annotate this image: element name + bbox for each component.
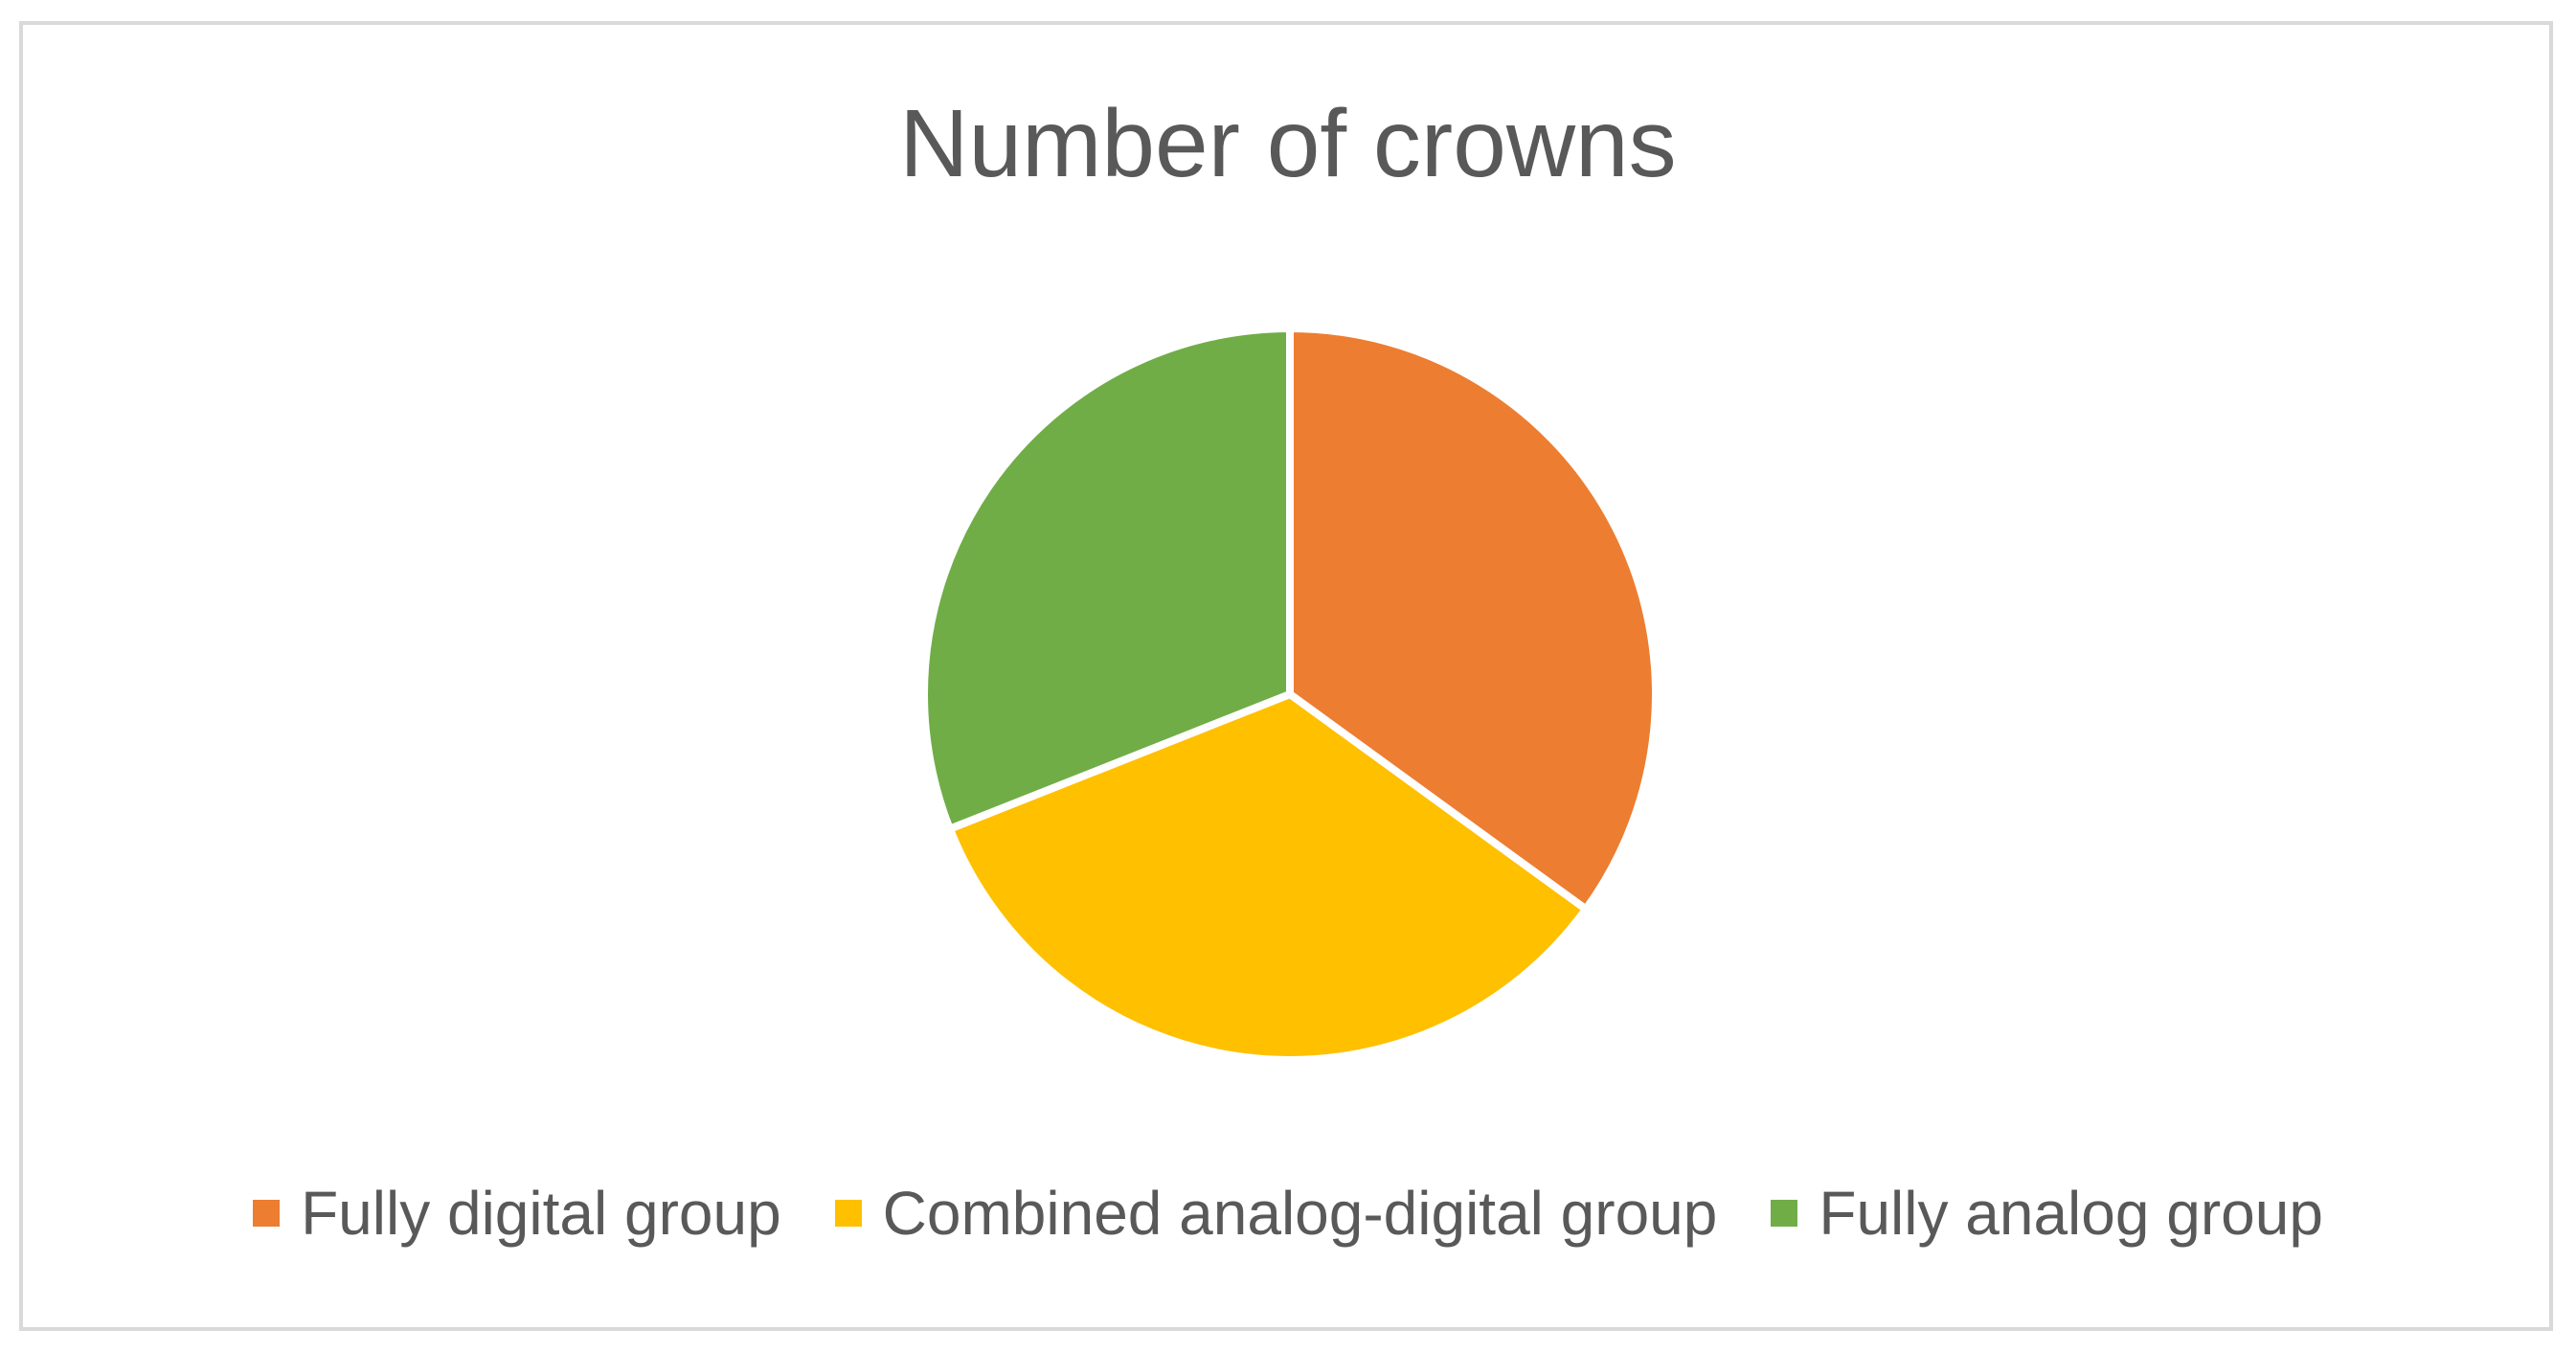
legend-label: Fully digital group xyxy=(301,1179,781,1248)
legend-item-combined-analog-digital-group: Combined analog-digital group xyxy=(834,1179,1718,1248)
legend-label: Combined analog-digital group xyxy=(882,1179,1718,1248)
legend-item-fully-digital-group: Fully digital group xyxy=(253,1183,781,1244)
legend-swatch xyxy=(253,1200,281,1227)
legend-item-fully-analog-group: Fully analog group xyxy=(1771,1183,2323,1244)
legend-swatch xyxy=(1771,1200,1798,1227)
pie-slice-combined-analog-digital-group xyxy=(945,690,1591,1064)
pie-slice-fully-analog-group xyxy=(920,325,1294,833)
legend-swatch xyxy=(834,1200,862,1227)
pie-slice-fully-digital-group xyxy=(1286,325,1660,913)
legend: Fully digital group Combined analog-digit… xyxy=(0,1183,2576,1244)
chart-title: Number of crowns xyxy=(899,90,1677,197)
legend-label: Fully analog group xyxy=(1819,1179,2323,1248)
